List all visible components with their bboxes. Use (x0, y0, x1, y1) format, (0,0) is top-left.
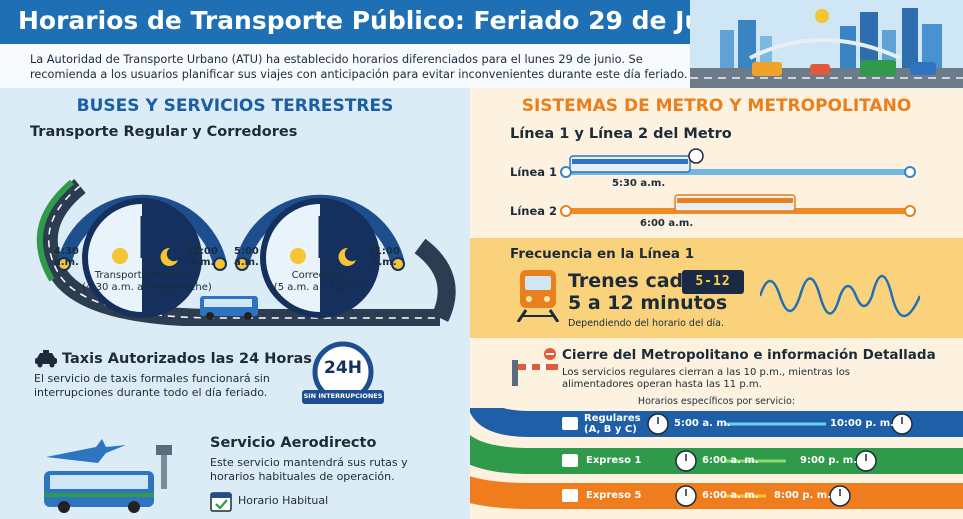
metro-lines-subtitle: Línea 1 y Línea 2 del Metro (510, 126, 732, 142)
24h-badge-icon (302, 341, 384, 404)
header: Horarios de Transporte Público: Feriado … (0, 0, 963, 88)
regulares-start-clock-icon (647, 413, 669, 435)
regular-clock-icon (82, 198, 202, 318)
expreso1-bus-icon (562, 454, 578, 467)
regular-corridors-subtitle: Transporte Regular y Corredores (30, 124, 298, 140)
frequency-line1: Trenes cada (568, 270, 696, 292)
expreso5-end-clock-icon (829, 485, 851, 507)
frequency-title: Frecuencia en la Línea 1 (510, 246, 695, 262)
service-expreso1-start: 6:00 a. m. (702, 455, 759, 466)
service-regulares-label: Regulares (A, B y C) (584, 413, 641, 435)
linea2-name: Línea 2 (510, 204, 558, 218)
frequency-line2: 5 a 12 minutos (568, 292, 728, 314)
title-band (0, 0, 750, 44)
train-front-icon (516, 270, 560, 322)
buses-panel: BUSES Y SERVICIOS TERRESTRES Transporte … (0, 88, 470, 519)
corridors-range: (5 a.m. a 11 p.m.) (273, 282, 365, 293)
metropolitano-description: Los servicios regulares cierran a las 10… (562, 367, 851, 390)
linea1-name: Línea 1 (510, 165, 558, 179)
intro-text: La Autoridad de Transporte Urbano (ATU) … (30, 53, 688, 81)
regular-end-time: 12:00 a.m. (186, 246, 218, 268)
page-title: Horarios de Transporte Público: Feriado … (18, 6, 746, 35)
metro-section-title: SISTEMAS DE METRO Y METROPOLITANO (521, 96, 912, 116)
linea1-clock-icon (688, 148, 704, 164)
service-regulares-start: 5:00 a. m. (674, 418, 731, 429)
regular-start-time: 4:30 a.m. (54, 246, 79, 268)
regulares-bus-icon (562, 417, 578, 430)
corridors-label: Corredores (5 a.m. a 11 p.m.) (264, 270, 374, 294)
aerodirecto-title: Servicio Aerodirecto (210, 435, 377, 451)
expreso5-bus-icon (562, 489, 578, 502)
airport-bus-illustration (44, 439, 172, 513)
24h-badge-number: 24H (324, 358, 362, 378)
linea1-time: 5:30 a.m. (612, 178, 666, 189)
24h-badge-caption: SIN INTERRUPCIONES (303, 392, 383, 400)
bus-road-loop (36, 178, 456, 326)
city-skyline-illustration (690, 0, 963, 88)
frequency-note: Dependiendo del horario del día. (568, 318, 724, 329)
service-expreso1-end: 9:00 p. m. (800, 455, 858, 466)
aerodirecto-description: Este servicio mantendrá sus rutas y hora… (210, 456, 408, 483)
metropolitano-note: Horarios específicos por servicio: (637, 396, 796, 407)
taxis-description: El servicio de taxis formales funcionará… (34, 372, 270, 399)
regulares-end-clock-icon (891, 413, 913, 435)
metropolitano-routes: Regulares (A, B y C) 5:00 a. m. 10:00 p.… (470, 408, 963, 519)
expreso5-start-clock-icon (675, 485, 697, 507)
metropolitano-title: Cierre del Metropolitano e información D… (562, 347, 936, 363)
regular-range: (4:30 a.m. a medianoche) (82, 282, 212, 293)
buses-section-title: BUSES Y SERVICIOS TERRESTRES (76, 96, 394, 116)
corridors-end-time: 11:00 p.m. (368, 246, 400, 268)
calendar-check-icon (210, 492, 232, 512)
frequency-band: Frecuencia en la Línea 1 Trenes cada 5 a… (470, 238, 963, 338)
bus-icon (200, 296, 258, 320)
service-expreso1-label: Expreso 1 (586, 455, 642, 466)
expreso1-start-clock-icon (675, 450, 697, 472)
service-expreso5-start: 6:00 a. m. (702, 490, 759, 501)
24h-badge: 24H SIN INTERRUPCIONES (300, 340, 386, 410)
regular-name: Transporte Regular (94, 270, 190, 281)
linea1-train-icon (569, 155, 691, 173)
frequency-display: 5-12 (682, 270, 744, 294)
metro-panel: SISTEMAS DE METRO Y METROPOLITANO Línea … (470, 88, 963, 519)
service-expreso5-label: Expreso 5 (586, 490, 642, 501)
metropolitano-route-lanes (470, 408, 963, 509)
barrier-icon (512, 348, 558, 386)
taxis-title: Taxis Autorizados las 24 Horas (62, 351, 312, 367)
corridors-start-time: 5:00 a.m. (234, 246, 259, 268)
metro-lines-track (560, 148, 916, 217)
regular-label: Transporte Regular (4:30 a.m. a medianoc… (82, 270, 212, 294)
service-regulares-end: 10:00 p. m. (830, 418, 894, 429)
aerodirecto-note: Horario Habitual (238, 494, 329, 507)
linea2-train-icon (674, 194, 796, 212)
metro-lines-diagram: Línea 1 5:30 a.m. Línea 2 6:00 a.m. (500, 148, 960, 238)
taxi-icon (35, 350, 57, 368)
linea2-time: 6:00 a.m. (640, 218, 694, 229)
service-expreso5-end: 8:00 p. m. (774, 490, 832, 501)
corridors-name: Corredores (291, 270, 347, 281)
corridors-clock-icon (260, 198, 380, 318)
frequency-wave-graphic (760, 274, 920, 318)
bus-hours-diagram: 4:30 a.m. 12:00 a.m. 5:00 a.m. 11:00 p.m… (20, 146, 460, 326)
expreso1-end-clock-icon (855, 450, 877, 472)
